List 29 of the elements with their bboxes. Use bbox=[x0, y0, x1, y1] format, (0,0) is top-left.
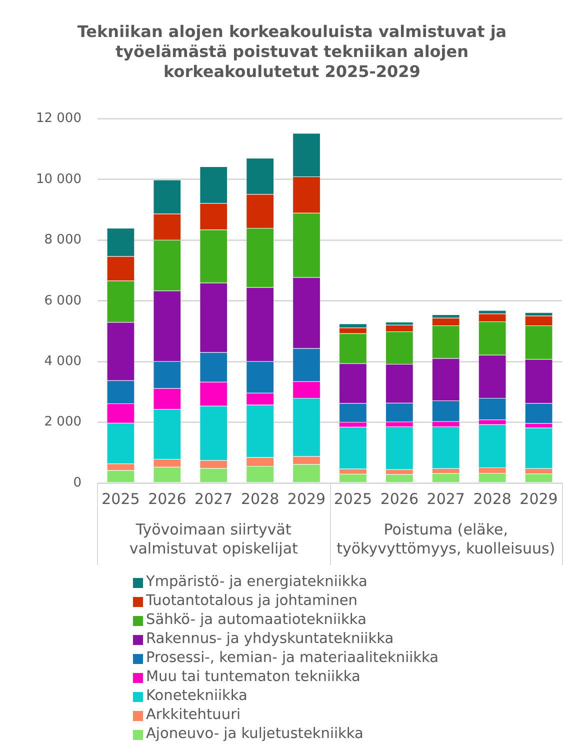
y-tick-label: 6 000 bbox=[44, 293, 82, 308]
y-tick-label: 2 000 bbox=[44, 414, 82, 430]
legend-label: Sähkö- ja automaatiotekniikka bbox=[146, 611, 366, 630]
text: Poistuma (eläke, työkyvyttömyys, kuolleisuus) bbox=[336, 520, 556, 558]
y-tick-label: 4 000 bbox=[44, 354, 82, 369]
y-tick-label: 0 bbox=[73, 475, 82, 490]
x-tick-label: 2027 bbox=[194, 490, 233, 508]
x-tick-label: 2027 bbox=[426, 490, 465, 508]
text: Työvoimaan siirtyvät valmistuvat opiskelijat bbox=[129, 520, 298, 558]
x-tick-label: 2026 bbox=[148, 490, 186, 508]
y-tick-label: 8 000 bbox=[44, 232, 82, 248]
legend-label: Rakennus- ja yhdyskuntatekniikka bbox=[146, 630, 394, 649]
x-tick-label: 2025 bbox=[102, 490, 140, 508]
legend-label: Ajoneuvo- ja kuljetustekniikka bbox=[146, 725, 364, 744]
chart-title: Tekniikan alojen korkeakouluista valmistuvat ja työelämästä poistuvat tekniikan alojen korkeakoulutetut 2025-2029 bbox=[76, 22, 508, 83]
legend-label: Muu tai tuntematon tekniikka bbox=[146, 668, 360, 687]
legend-label: Arkkitehtuuri bbox=[146, 706, 241, 725]
x-tick-label: 2029 bbox=[520, 490, 558, 508]
x-tick-label: 2025 bbox=[334, 490, 372, 508]
x-tick-label: 2026 bbox=[380, 490, 419, 508]
y-tick-label: 12 000 bbox=[36, 111, 82, 126]
legend-label: Konetekniikka bbox=[146, 687, 248, 706]
y-tick-label: 10 000 bbox=[36, 172, 82, 187]
x-tick-label: 2028 bbox=[240, 490, 280, 508]
x-tick-label: 2028 bbox=[473, 490, 512, 508]
legend-label: Tuotantotalous ja johtaminen bbox=[146, 592, 358, 611]
x-tick-label: 2029 bbox=[287, 490, 326, 508]
legend-label: Ympäristö- ja energiatekniikka bbox=[146, 573, 368, 592]
legend-label: Prosessi-, kemian- ja materiaalitekniikka bbox=[146, 649, 439, 668]
